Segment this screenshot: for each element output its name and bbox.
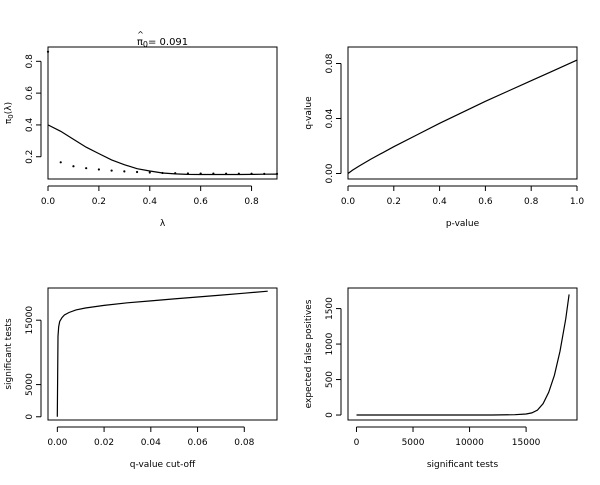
y-tick-label: 5000	[25, 373, 35, 396]
panel-qp: 0.0 0.2 0.4 0.6 0.8 1.0 0.00 0.04 0.08 p-value q-v…	[304, 46, 585, 229]
x-tick-label: 0.6	[194, 197, 209, 207]
x-tick-label: 0.00	[47, 438, 67, 448]
y-axis-label: expected false positives	[304, 299, 314, 408]
x-tick-label: 10000	[455, 438, 484, 448]
plot-frame	[347, 46, 578, 180]
x-tick-label: 0.8	[524, 197, 539, 207]
y-axis-label: significant tests	[4, 318, 14, 390]
y-tick-label: 0.00	[325, 163, 335, 183]
title-hat-mark: ^	[137, 30, 144, 39]
x-tick-label: 5000	[402, 438, 425, 448]
y-tick-label: 0.4	[25, 118, 35, 133]
y-tick-label: 0.04	[325, 108, 335, 128]
y-axis-label: q-value	[304, 96, 314, 130]
panel-sigq: 0.00 0.02 0.04 0.06 0.08 0 5000 15000 q-value cu…	[4, 287, 278, 470]
y-tick-label: 0	[325, 412, 335, 418]
x-tick-label: 0.04	[141, 438, 161, 448]
x-tick-label: 0	[354, 438, 360, 448]
plot-frame	[47, 46, 278, 180]
y-tick-label: 0.2	[25, 150, 35, 164]
x-tick-label: 0.0	[341, 197, 356, 207]
data-point	[46, 50, 50, 53]
plot-frame	[47, 287, 278, 421]
x-tick-label: 0.4	[432, 197, 447, 207]
x-tick-label: 0.0	[41, 197, 56, 207]
x-tick-label: 0.6	[478, 197, 493, 207]
x-tick-label: 1.0	[570, 197, 585, 207]
data-point	[123, 170, 126, 173]
plot-frame	[347, 287, 578, 421]
x-tick-label: 0.02	[94, 438, 114, 448]
x-axis-label: significant tests	[427, 460, 499, 470]
x-tick-label: 0.06	[188, 438, 208, 448]
x-axis-label: p-value	[446, 219, 480, 229]
x-axis-label: q-value cut-off	[130, 460, 196, 470]
x-tick-label: 0.8	[244, 197, 259, 207]
x-tick-label: 15000	[512, 438, 541, 448]
y-tick-label: 0.6	[25, 86, 35, 101]
data-point	[148, 171, 151, 174]
series-line-significant-tests	[56, 290, 268, 417]
y-tick-label: 500	[325, 371, 335, 388]
y-tick-label: 1000	[325, 332, 335, 355]
series-line-q-value	[347, 59, 578, 174]
series-line-expected-false-positives	[356, 294, 570, 416]
x-tick-label: 0.4	[143, 197, 158, 207]
y-tick-label: 0.8	[25, 54, 35, 69]
series-line-smoother	[47, 124, 278, 176]
x-axis-label: λ	[160, 219, 166, 229]
y-tick-label: 15000	[25, 306, 35, 335]
y-axis-label: π0(λ)	[4, 102, 15, 124]
y-tick-label: 0.08	[325, 53, 335, 73]
x-tick-label: 0.2	[387, 197, 401, 207]
data-point	[72, 165, 75, 168]
data-point	[59, 161, 62, 164]
y-tick-label: 1500	[325, 297, 335, 320]
data-point	[97, 168, 100, 171]
chart-title: π0= 0.091	[137, 37, 188, 49]
data-point	[85, 167, 88, 170]
data-point	[135, 170, 139, 174]
x-tick-label: 0.08	[234, 438, 254, 448]
x-tick-label: 0.2	[92, 197, 106, 207]
data-point	[110, 169, 113, 172]
panel-fp: 0 5000 10000 15000 0 500 1000 1500 significant t…	[304, 287, 578, 470]
y-tick-label: 0	[25, 414, 35, 420]
panel-pi0: 0.0 0.2 0.4 0.6 0.8 0.2 0.4 0.6 0.8 λ π0(λ) π0= 0.0…	[4, 30, 279, 229]
